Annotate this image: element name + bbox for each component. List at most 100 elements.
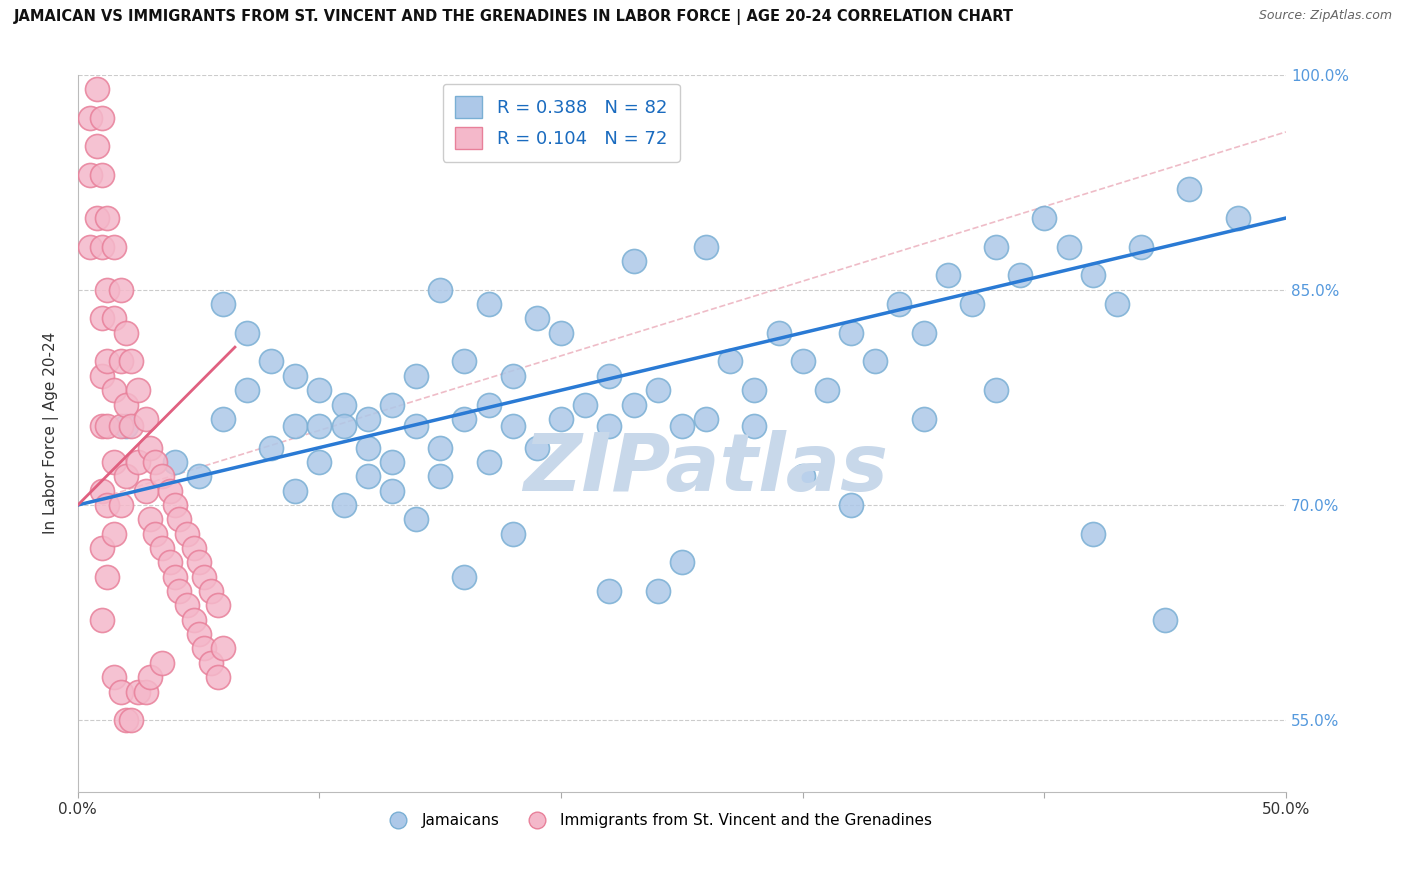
Point (478, 297, 501, 311)
Point (176, 599, 198, 613)
Point (1226, 211, 1249, 225)
Point (284, 419, 307, 434)
Point (110, 283, 132, 297)
Point (211, 641, 233, 656)
Point (381, 483, 404, 498)
Point (79, 240, 101, 254)
Point (103, 670, 125, 684)
Point (695, 412, 717, 426)
Point (598, 368, 620, 383)
Point (792, 469, 814, 483)
Point (193, 570, 215, 584)
Point (115, 398, 138, 412)
Point (86, 82, 108, 96)
Point (236, 383, 259, 397)
Point (115, 419, 138, 434)
Point (308, 419, 330, 434)
Point (839, 498, 862, 512)
Point (260, 441, 283, 455)
Point (984, 383, 1007, 397)
Point (103, 383, 125, 397)
Point (163, 570, 186, 584)
Point (152, 656, 174, 670)
Point (159, 483, 181, 498)
Point (86, 211, 108, 225)
Point (550, 326, 572, 340)
Point (143, 455, 166, 469)
Text: ZIPatlas: ZIPatlas (523, 430, 889, 508)
Point (912, 326, 935, 340)
Point (308, 455, 330, 469)
Point (357, 441, 380, 455)
Point (478, 398, 501, 412)
Point (744, 383, 766, 397)
Point (308, 383, 330, 397)
Point (193, 641, 215, 656)
Point (139, 512, 162, 526)
Point (139, 670, 162, 684)
Point (429, 469, 451, 483)
Point (1154, 613, 1177, 627)
Point (91, 311, 114, 326)
Point (86, 139, 108, 153)
Point (127, 684, 149, 698)
Point (91, 240, 114, 254)
Point (96, 283, 118, 297)
Point (332, 398, 354, 412)
Point (284, 368, 307, 383)
Point (143, 526, 166, 541)
Point (91, 541, 114, 555)
Point (183, 613, 205, 627)
Point (405, 512, 427, 526)
Point (1057, 240, 1080, 254)
Point (1033, 211, 1056, 225)
Point (502, 526, 524, 541)
Point (120, 354, 142, 368)
Point (135, 684, 157, 698)
Point (103, 526, 125, 541)
Point (526, 441, 548, 455)
Point (260, 354, 283, 368)
Point (91, 111, 114, 125)
Point (187, 627, 209, 641)
Point (91, 168, 114, 182)
Point (671, 555, 693, 569)
Point (152, 469, 174, 483)
Point (936, 268, 959, 283)
Point (127, 455, 149, 469)
Point (187, 469, 209, 483)
Point (453, 412, 475, 426)
Point (815, 383, 838, 397)
Point (96, 211, 118, 225)
Point (381, 398, 404, 412)
Point (120, 419, 142, 434)
Point (647, 584, 669, 599)
Point (115, 326, 138, 340)
Point (169, 512, 191, 526)
Point (1010, 268, 1032, 283)
Text: JAMAICAN VS IMMIGRANTS FROM ST. VINCENT AND THE GRENADINES IN LABOR FORCE | AGE : JAMAICAN VS IMMIGRANTS FROM ST. VINCENT … (14, 9, 1014, 25)
Point (526, 311, 548, 326)
Point (110, 419, 132, 434)
Point (152, 541, 174, 555)
Point (96, 419, 118, 434)
Legend: Jamaicans, Immigrants from St. Vincent and the Grenadines: Jamaicans, Immigrants from St. Vincent a… (377, 807, 938, 835)
Point (176, 526, 198, 541)
Point (207, 670, 229, 684)
Point (502, 368, 524, 383)
Point (768, 326, 790, 340)
Point (889, 297, 911, 311)
Point (284, 483, 307, 498)
Y-axis label: In Labor Force | Age 20-24: In Labor Force | Age 20-24 (44, 332, 59, 534)
Point (139, 441, 162, 455)
Point (429, 441, 451, 455)
Point (1081, 268, 1104, 283)
Text: Source: ZipAtlas.com: Source: ZipAtlas.com (1258, 9, 1392, 22)
Point (200, 656, 222, 670)
Point (429, 283, 451, 297)
Point (623, 254, 645, 268)
Point (984, 240, 1007, 254)
Point (96, 354, 118, 368)
Point (103, 240, 125, 254)
Point (1105, 297, 1128, 311)
